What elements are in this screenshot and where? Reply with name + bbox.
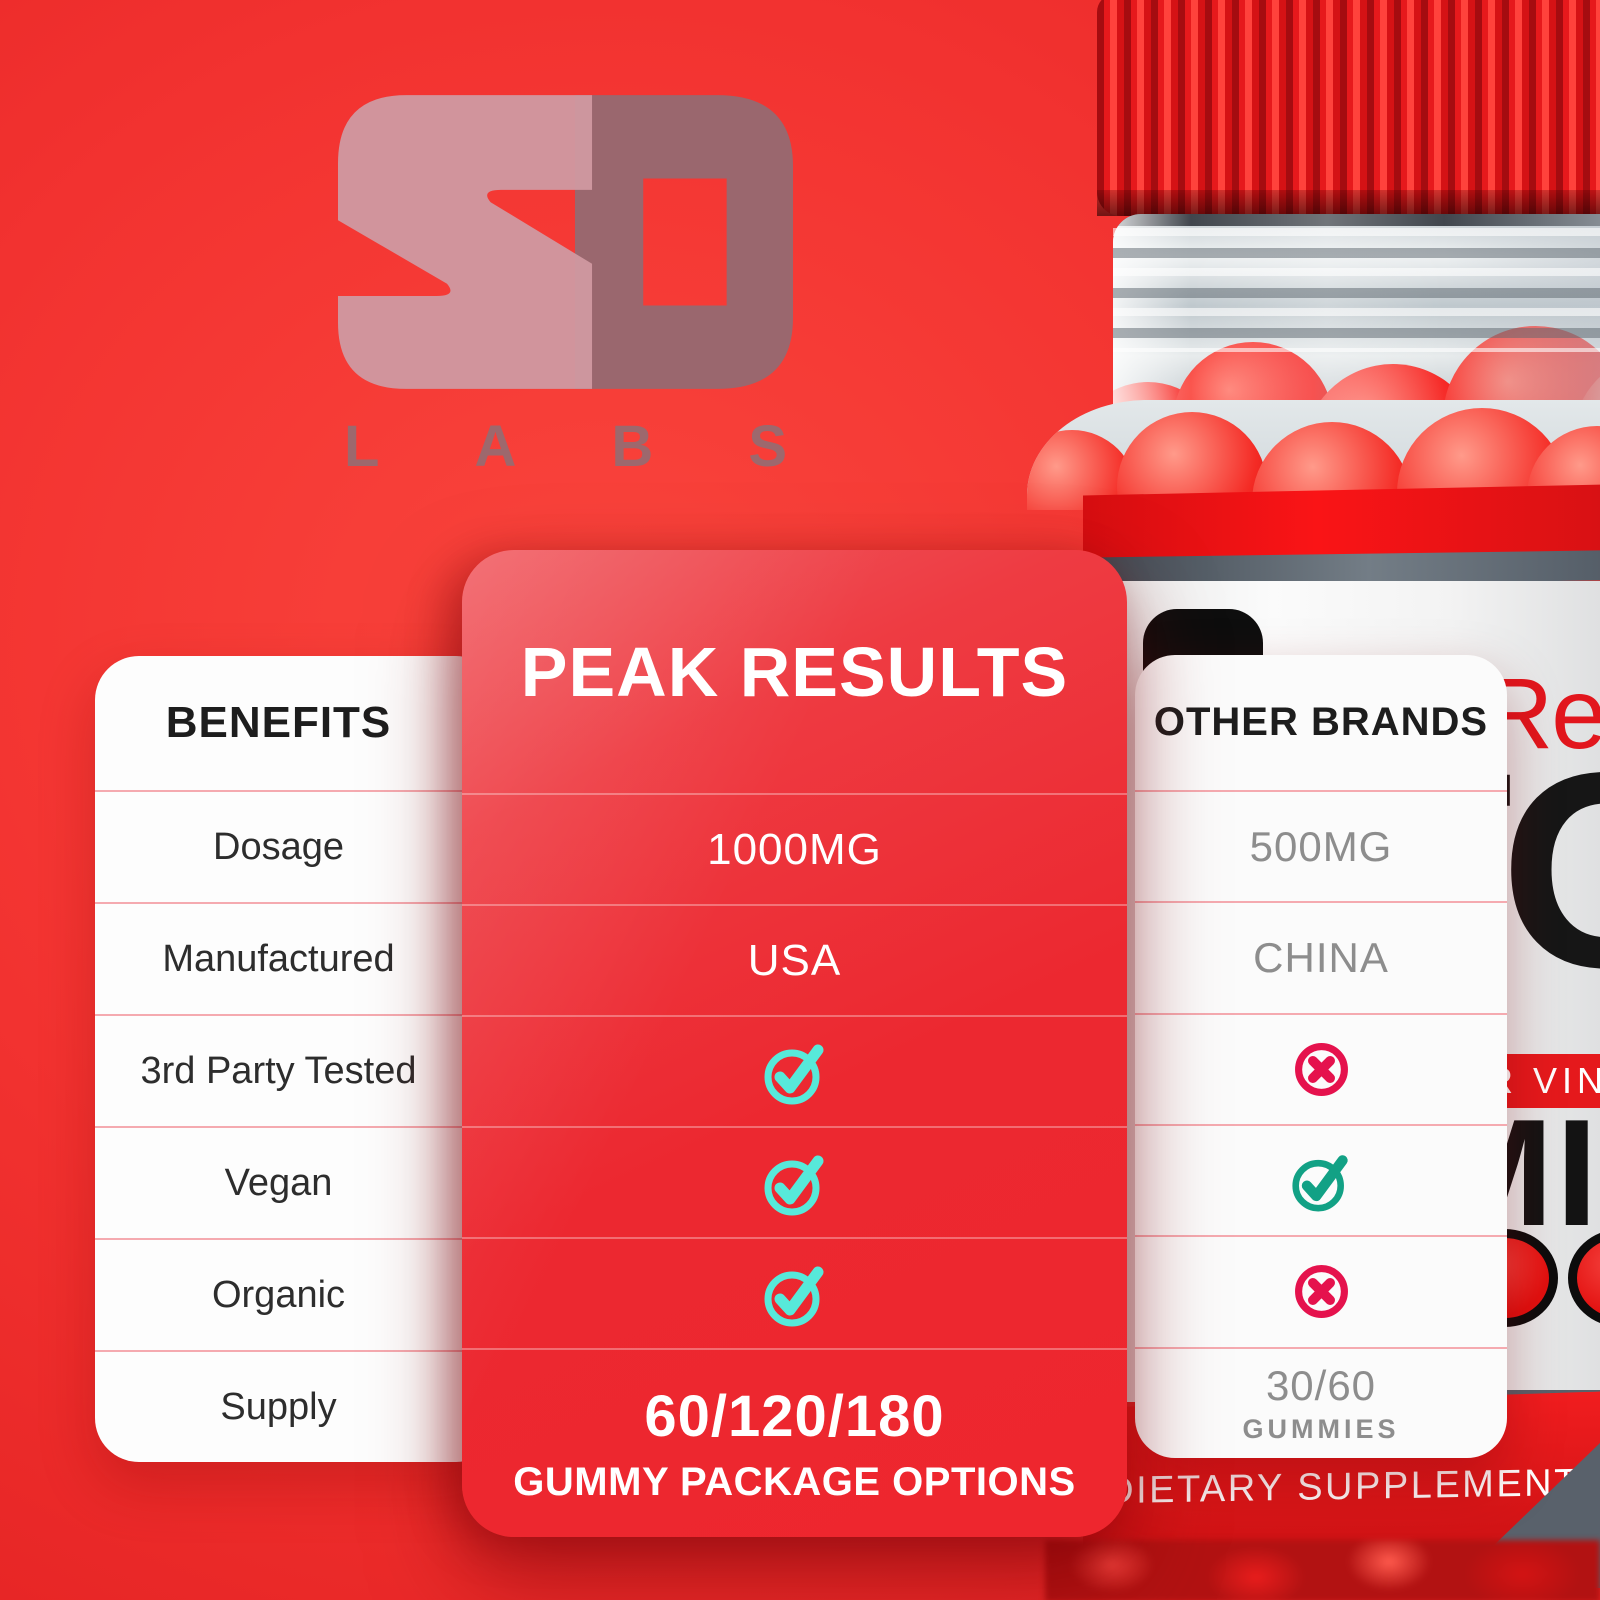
dietary-supplement-text: DIETARY SUPPLEMENT: [1106, 1461, 1580, 1513]
check-icon: [1292, 1154, 1348, 1212]
other-brands-rows: 500MG CHINA: [1135, 790, 1507, 1458]
benefit-label: Organic: [95, 1238, 462, 1350]
cross-icon: [1294, 1265, 1348, 1319]
competitor-value: [1135, 1123, 1507, 1235]
loose-gummies: [1045, 1540, 1600, 1600]
other-brands-header: OTHER BRANDS: [1153, 700, 1489, 744]
benefits-column: BENEFITS Dosage Manufactured 3rd Party T…: [95, 656, 500, 1462]
logo-letter: L: [344, 414, 380, 479]
bottle-cap: [1097, 0, 1600, 216]
bottle-threads: [1113, 228, 1600, 352]
brand-logo: L A B S: [338, 92, 793, 480]
benefit-label: Dosage: [95, 790, 462, 902]
product-supply-value: 60/120/180: [644, 1383, 945, 1449]
competitor-value: [1135, 1235, 1507, 1346]
product-value: [462, 1237, 1127, 1348]
competitor-value: [1135, 1012, 1507, 1124]
benefit-label: 3rd Party Tested: [95, 1014, 462, 1126]
product-value: [462, 1015, 1127, 1126]
benefits-rows: Dosage Manufactured 3rd Party Tested Veg…: [95, 790, 462, 1462]
sd-monogram-icon: [338, 95, 793, 389]
competitor-supply-value: 30/60: [1265, 1361, 1377, 1409]
competitor-supply-caption: GUMMIES: [1242, 1413, 1400, 1444]
logo-letter: S: [748, 414, 787, 479]
check-icon: [764, 1155, 823, 1215]
logo-letter: B: [611, 414, 654, 479]
cross-icon: [1294, 1042, 1348, 1096]
competitor-value: CHINA: [1135, 901, 1507, 1012]
competitor-supply-cell: 30/60 GUMMIES: [1135, 1346, 1507, 1458]
benefit-label: Manufactured: [95, 902, 462, 1014]
benefit-label: Vegan: [95, 1126, 462, 1238]
logo-letter: A: [474, 414, 517, 479]
product-supply-cell: 60/120/180 GUMMY PACKAGE OPTIONS: [462, 1348, 1127, 1537]
peak-results-rows: 1000MG USA: [462, 793, 1127, 1348]
benefit-label: Supply: [95, 1350, 462, 1462]
peak-results-column: PEAK RESULTS 1000MG USA: [462, 550, 1127, 1537]
check-icon: [764, 1266, 823, 1326]
brand-logo-word: L A B S: [338, 413, 793, 480]
benefits-header: BENEFITS: [165, 698, 392, 747]
peak-results-header: PEAK RESULTS: [520, 632, 1069, 711]
product-value: USA: [462, 904, 1127, 1015]
check-icon: [764, 1044, 823, 1104]
competitor-value: 500MG: [1135, 790, 1507, 901]
product-supply-caption: GUMMY PACKAGE OPTIONS: [513, 1459, 1076, 1504]
product-value: [462, 1126, 1127, 1237]
product-value: 1000MG: [462, 793, 1127, 904]
other-brands-column: OTHER BRANDS 500MG CHINA: [1135, 655, 1507, 1458]
